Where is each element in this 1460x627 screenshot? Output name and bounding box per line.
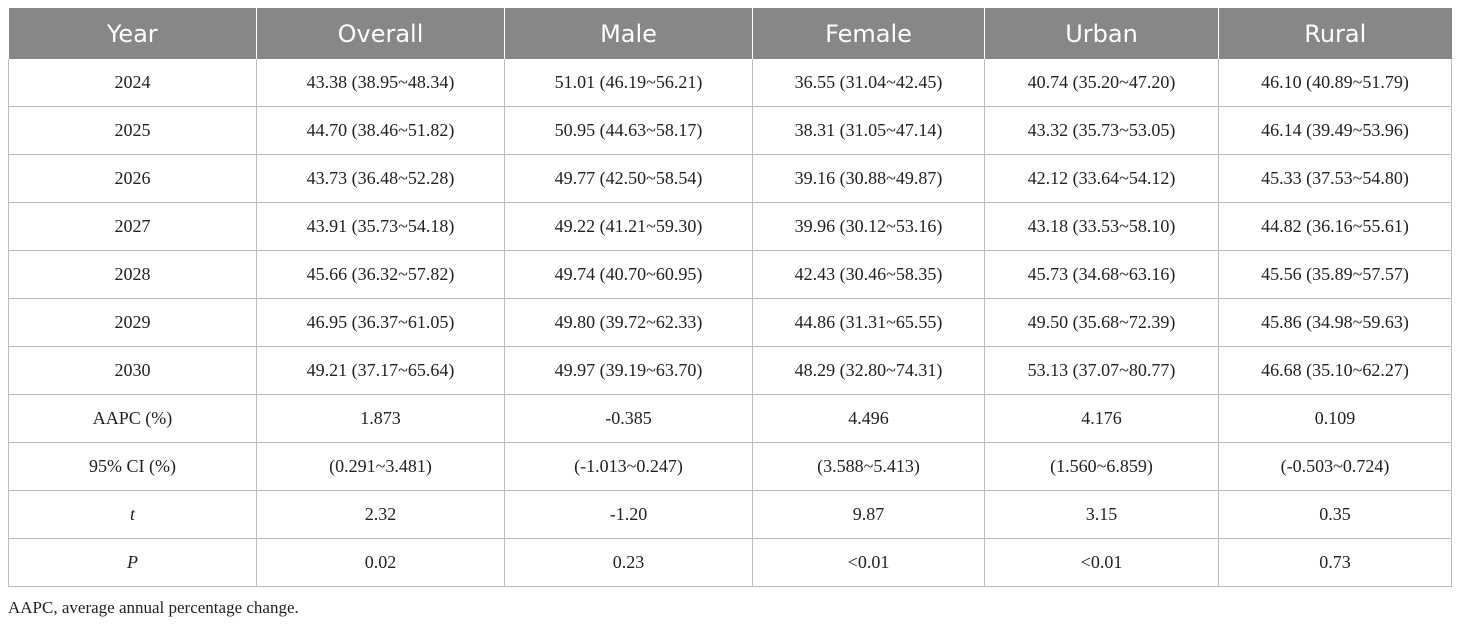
table-cell: 0.109 <box>1218 394 1452 443</box>
table-header: Year Overall Male Female Urban Rural <box>8 8 1452 59</box>
table-row: 2025 44.70 (38.46~51.82) 50.95 (44.63~58.1… <box>8 106 1452 155</box>
table-cell: 48.29 (32.80~74.31) <box>752 346 985 395</box>
table-cell: 1.873 <box>256 394 505 443</box>
table-row: 2028 45.66 (36.32~57.82) 49.74 (40.70~60.9… <box>8 250 1452 299</box>
table-cell: 0.73 <box>1218 538 1452 587</box>
table-cell: 46.95 (36.37~61.05) <box>256 298 505 347</box>
header-row: Year Overall Male Female Urban Rural <box>8 8 1452 59</box>
table-cell: 42.12 (33.64~54.12) <box>984 154 1219 203</box>
table-row: 2027 43.91 (35.73~54.18) 49.22 (41.21~59.3… <box>8 202 1452 251</box>
table-cell: 0.23 <box>504 538 753 587</box>
table-cell: 49.77 (42.50~58.54) <box>504 154 753 203</box>
table-cell: 49.97 (39.19~63.70) <box>504 346 753 395</box>
table-cell: 39.16 (30.88~49.87) <box>752 154 985 203</box>
row-label-cell: 2028 <box>8 250 257 299</box>
row-label-cell: 2029 <box>8 298 257 347</box>
table-cell: (3.588~5.413) <box>752 442 985 491</box>
row-label-cell: 2026 <box>8 154 257 203</box>
row-label-cell: 2030 <box>8 346 257 395</box>
table-cell: 42.43 (30.46~58.35) <box>752 250 985 299</box>
table-cell: 36.55 (31.04~42.45) <box>752 59 985 107</box>
column-header: Female <box>752 8 985 59</box>
row-label-cell: t <box>8 490 257 539</box>
row-label-cell: AAPC (%) <box>8 394 257 443</box>
table-row: P 0.02 0.23 <0.01 <0.01 0.73 <box>8 538 1452 587</box>
table-cell: <0.01 <box>752 538 985 587</box>
row-label-cell: 95% CI (%) <box>8 442 257 491</box>
data-table: Year Overall Male Female Urban Rural 2024 43.3… <box>8 8 1452 587</box>
row-label-cell: P <box>8 538 257 587</box>
table-cell: 43.73 (36.48~52.28) <box>256 154 505 203</box>
table-cell: -0.385 <box>504 394 753 443</box>
table-cell: 44.70 (38.46~51.82) <box>256 106 505 155</box>
table-cell: 2.32 <box>256 490 505 539</box>
table-row: t 2.32 -1.20 9.87 3.15 0.35 <box>8 490 1452 539</box>
table-cell: 53.13 (37.07~80.77) <box>984 346 1219 395</box>
table-cell: 4.496 <box>752 394 985 443</box>
table-row: AAPC (%) 1.873 -0.385 4.496 4.176 0.109 <box>8 394 1452 443</box>
table-cell: 45.86 (34.98~59.63) <box>1218 298 1452 347</box>
table-cell: (1.560~6.859) <box>984 442 1219 491</box>
table-cell: 9.87 <box>752 490 985 539</box>
table-cell: 49.74 (40.70~60.95) <box>504 250 753 299</box>
table-cell: (0.291~3.481) <box>256 442 505 491</box>
table-cell: 49.21 (37.17~65.64) <box>256 346 505 395</box>
table-cell: 43.38 (38.95~48.34) <box>256 59 505 107</box>
table-cell: 46.68 (35.10~62.27) <box>1218 346 1452 395</box>
table-cell: 44.86 (31.31~65.55) <box>752 298 985 347</box>
table-cell: <0.01 <box>984 538 1219 587</box>
row-label-cell: 2027 <box>8 202 257 251</box>
table-cell: 49.80 (39.72~62.33) <box>504 298 753 347</box>
column-header: Rural <box>1218 8 1452 59</box>
table-cell: 50.95 (44.63~58.17) <box>504 106 753 155</box>
table-body: 2024 43.38 (38.95~48.34) 51.01 (46.19~56.2… <box>8 59 1452 587</box>
column-header: Overall <box>256 8 505 59</box>
table-cell: 4.176 <box>984 394 1219 443</box>
table-cell: 46.10 (40.89~51.79) <box>1218 59 1452 107</box>
table-cell: 45.56 (35.89~57.57) <box>1218 250 1452 299</box>
table-cell: 45.73 (34.68~63.16) <box>984 250 1219 299</box>
data-table-container: Year Overall Male Female Urban Rural 2024 43.3… <box>8 8 1452 587</box>
table-row: 2029 46.95 (36.37~61.05) 49.80 (39.72~62.3… <box>8 298 1452 347</box>
table-cell: 45.66 (36.32~57.82) <box>256 250 505 299</box>
table-cell: 43.32 (35.73~53.05) <box>984 106 1219 155</box>
table-row: 2026 43.73 (36.48~52.28) 49.77 (42.50~58.5… <box>8 154 1452 203</box>
table-cell: 0.35 <box>1218 490 1452 539</box>
column-header: Year <box>8 8 257 59</box>
table-cell: (-0.503~0.724) <box>1218 442 1452 491</box>
table-cell: 45.33 (37.53~54.80) <box>1218 154 1452 203</box>
table-cell: 3.15 <box>984 490 1219 539</box>
table-cell: -1.20 <box>504 490 753 539</box>
table-cell: 43.91 (35.73~54.18) <box>256 202 505 251</box>
table-cell: 38.31 (31.05~47.14) <box>752 106 985 155</box>
table-row: 2024 43.38 (38.95~48.34) 51.01 (46.19~56.2… <box>8 59 1452 107</box>
table-cell: 43.18 (33.53~58.10) <box>984 202 1219 251</box>
table-cell: 49.50 (35.68~72.39) <box>984 298 1219 347</box>
table-row: 2030 49.21 (37.17~65.64) 49.97 (39.19~63.7… <box>8 346 1452 395</box>
table-row: 95% CI (%) (0.291~3.481) (-1.013~0.247) (3.… <box>8 442 1452 491</box>
column-header: Male <box>504 8 753 59</box>
table-cell: (-1.013~0.247) <box>504 442 753 491</box>
row-label-cell: 2024 <box>8 59 257 107</box>
row-label-cell: 2025 <box>8 106 257 155</box>
table-cell: 44.82 (36.16~55.61) <box>1218 202 1452 251</box>
table-footnote: AAPC, average annual percentage change. <box>8 598 299 617</box>
table-cell: 49.22 (41.21~59.30) <box>504 202 753 251</box>
table-cell: 46.14 (39.49~53.96) <box>1218 106 1452 155</box>
table-cell: 0.02 <box>256 538 505 587</box>
table-cell: 51.01 (46.19~56.21) <box>504 59 753 107</box>
table-cell: 40.74 (35.20~47.20) <box>984 59 1219 107</box>
table-cell: 39.96 (30.12~53.16) <box>752 202 985 251</box>
column-header: Urban <box>984 8 1219 59</box>
